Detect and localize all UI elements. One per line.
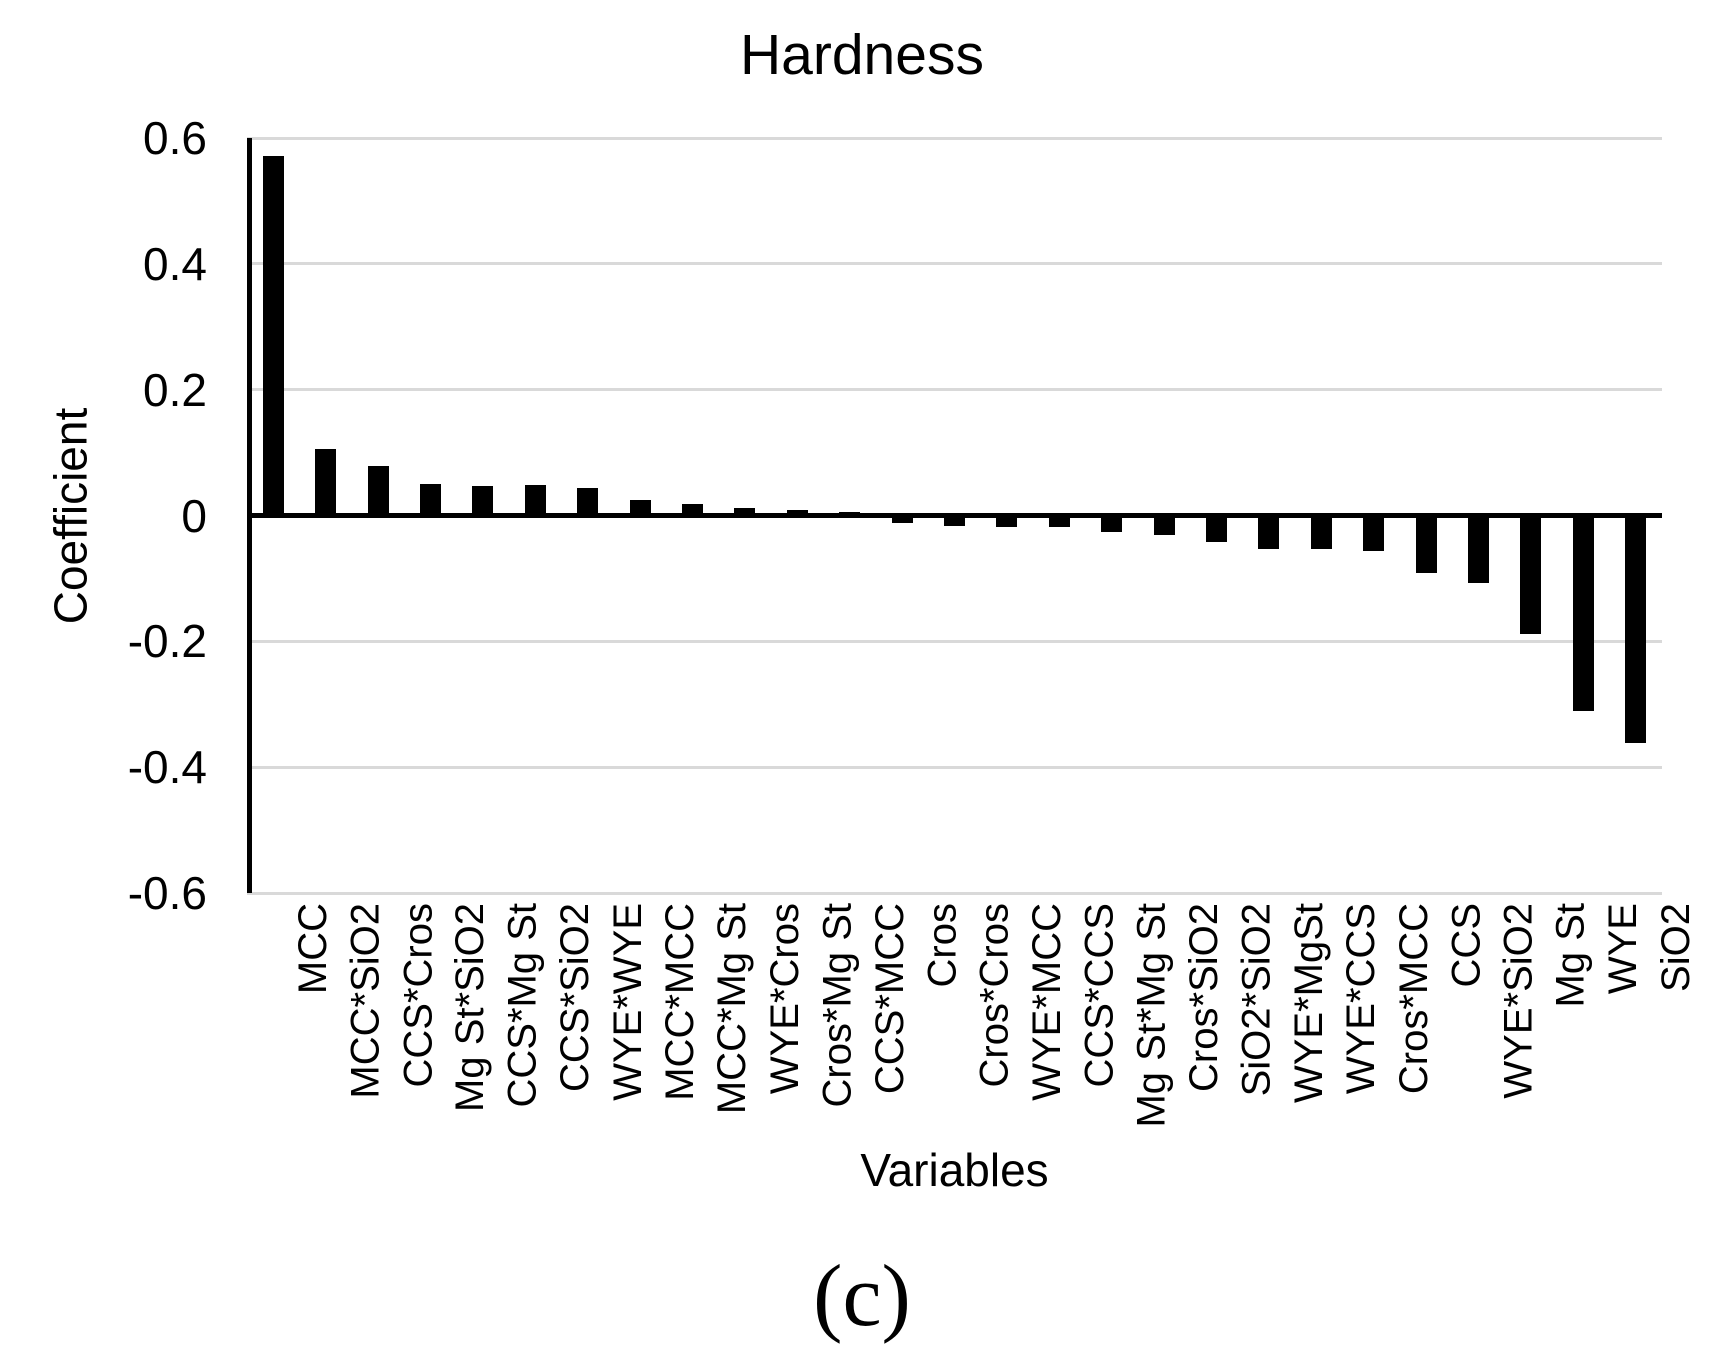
y-tick-label: 0.2: [143, 363, 207, 416]
bar-MCC*MCC: [629, 499, 651, 516]
bar-WYE: [1572, 518, 1594, 712]
x-tick-label: Cros*SiO2: [1182, 903, 1227, 1092]
bar-WYE*CCS: [1310, 518, 1332, 550]
bar-Cros: [891, 518, 913, 524]
x-axis-zero-line: [247, 513, 1662, 518]
gridline: [247, 891, 1662, 895]
bar-MCC*SiO2: [315, 449, 337, 516]
x-tick-label: Mg St*Mg St: [1129, 903, 1174, 1128]
x-tick-label: WYE*Cros: [762, 903, 807, 1095]
bar-Cros*SiO2: [1153, 518, 1175, 535]
bar-Mg St*Mg St: [1101, 518, 1123, 532]
x-tick-label: WYE*SiO2: [1496, 903, 1541, 1099]
bar-CCS*SiO2: [524, 485, 546, 516]
y-tick-label: -0.2: [127, 615, 207, 668]
x-tick-label: WYE*CCS: [1339, 903, 1384, 1095]
bar-WYE*MgSt: [1258, 518, 1280, 549]
bar-CCS*CCS: [1048, 518, 1070, 527]
x-tick-label: CCS*Mg St: [500, 903, 545, 1108]
x-tick-label: MCC*MCC: [658, 903, 703, 1101]
bar-MCC*Mg St: [681, 504, 703, 516]
bar-Cros*MCC: [1363, 518, 1385, 551]
gridline: [247, 136, 1662, 140]
x-tick-label: WYE: [1601, 903, 1646, 995]
x-tick-label: MCC*SiO2: [343, 903, 388, 1099]
bar-WYE*Cros: [734, 507, 756, 516]
bar-Mg St*SiO2: [419, 484, 441, 516]
x-tick-label: WYE*WYE: [605, 903, 650, 1101]
gridline: [247, 639, 1662, 643]
gridline: [247, 765, 1662, 769]
y-tick-label: 0.6: [143, 112, 207, 164]
bar-Cros*Mg St: [786, 509, 808, 516]
x-tick-label: Cros*MCC: [1391, 903, 1436, 1095]
bar-MCC: [262, 155, 284, 516]
bar-CCS: [1415, 518, 1437, 574]
x-tick-label: WYE*MgSt: [1286, 903, 1331, 1104]
y-tick-label: -0.4: [127, 741, 207, 794]
y-tick-label: -0.6: [127, 867, 207, 919]
gridline: [247, 262, 1662, 266]
bar-CCS*MCC: [839, 512, 861, 516]
x-tick-label: Mg St: [1548, 903, 1593, 1008]
x-tick-label: CCS: [1444, 903, 1489, 988]
subfigure-caption: (c): [813, 1248, 911, 1345]
x-tick-label: SiO2: [1653, 903, 1698, 992]
x-tick-label: CCS*CCS: [1077, 903, 1122, 1088]
y-axis-line: [247, 138, 252, 893]
bar-CCS*Mg St: [472, 485, 494, 516]
plot-area: [247, 136, 1662, 895]
bar-WYE*WYE: [577, 488, 599, 516]
x-tick-label: CCS*MCC: [867, 903, 912, 1095]
x-tick-label: Cros*Cros: [972, 903, 1017, 1088]
bar-CCS*Cros: [367, 465, 389, 516]
x-tick-label: Cros*Mg St: [815, 903, 860, 1108]
bar-SiO2*SiO2: [1206, 518, 1228, 542]
x-tick-label: CCS*Cros: [396, 903, 441, 1088]
x-tick-label: MCC: [291, 903, 336, 995]
x-tick-label: MCC*Mg St: [710, 903, 755, 1115]
y-tick-label: 0.4: [143, 237, 207, 290]
chart-title: Hardness: [740, 23, 984, 87]
x-tick-label: Mg St*SiO2: [448, 903, 493, 1112]
y-tick-label: 0: [181, 489, 207, 542]
x-tick-label: CCS*SiO2: [553, 903, 598, 1092]
x-tick-label: WYE*MCC: [1024, 903, 1069, 1101]
bar-SiO2: [1625, 518, 1647, 743]
x-tick-label: Cros: [920, 903, 965, 988]
bar-Mg St: [1520, 518, 1542, 635]
x-tick-label: SiO2*SiO2: [1234, 903, 1279, 1097]
bar-WYE*SiO2: [1468, 518, 1490, 584]
bar-Cros*Cros: [944, 518, 965, 527]
bar-WYE*MCC: [996, 518, 1018, 527]
gridline: [247, 388, 1662, 392]
x-axis-title: Variables: [860, 1144, 1049, 1196]
